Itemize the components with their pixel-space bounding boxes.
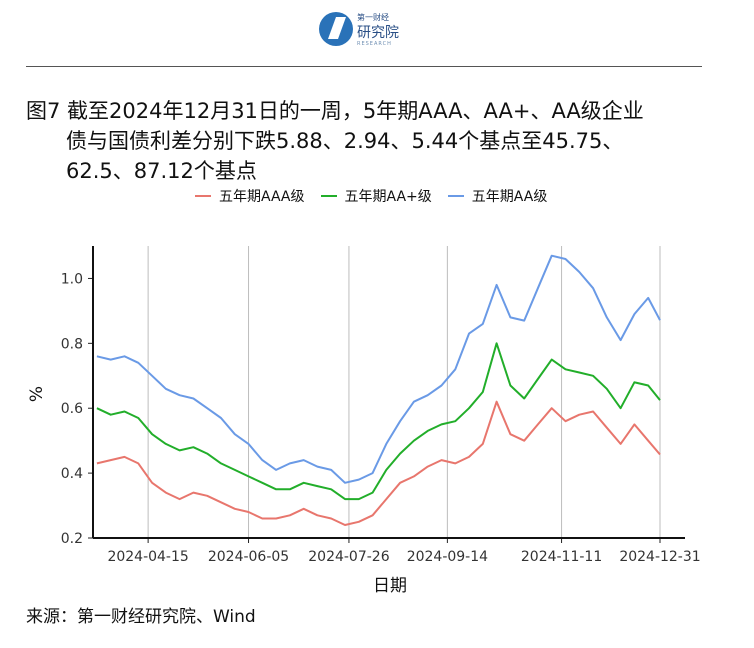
source-note: 来源：第一财经研究院、Wind <box>26 607 256 627</box>
logo-tag: 第一财经 <box>357 12 389 22</box>
legend-item-aaa: 五年期AAA级 <box>195 186 305 206</box>
figure-title: 图7 截至2024年12月31日的一周，5年期AAA、AA+、AA级企业 债与国… <box>26 96 716 186</box>
grid-lines <box>147 246 661 538</box>
series-lines <box>96 254 661 526</box>
x-tick-label: 2024-12-31 <box>619 549 700 565</box>
y-tick-label: 0.6 <box>61 401 83 417</box>
logo-subtitle: RESEARCH <box>357 41 392 47</box>
axes: 2024-04-15 2024-06-05 2024-07-26 2024-09-14… <box>61 246 701 565</box>
legend-item-aa: 五年期AA级 <box>447 186 548 206</box>
series-line-aa <box>96 254 661 484</box>
legend-swatch <box>447 195 464 197</box>
series-line-aa-plus <box>96 342 661 501</box>
title-line: 图7 截至2024年12月31日的一周，5年期AAA、AA+、AA级企业 <box>26 99 644 123</box>
brand-logo: 第一财经 研究院 RESEARCH <box>319 12 399 47</box>
x-tick-label: 2024-07-26 <box>308 549 389 565</box>
legend-label: 五年期AA级 <box>471 189 548 205</box>
series-line-aaa <box>96 400 661 526</box>
logo-name: 研究院 <box>357 25 399 41</box>
legend-swatch <box>320 195 337 197</box>
x-axis-title: 日期 <box>373 576 407 596</box>
legend-label: 五年期AA+级 <box>344 189 432 205</box>
legend-swatch <box>195 195 211 197</box>
legend-label: 五年期AAA级 <box>219 189 305 205</box>
legend-item-aa-plus: 五年期AA+级 <box>320 186 432 206</box>
y-tick-label: 0.8 <box>61 336 83 352</box>
header-divider <box>26 66 702 67</box>
x-tick-label: 2024-04-15 <box>107 549 188 565</box>
chart-legend: 五年期AAA级 五年期AA+级 五年期AA级 <box>195 186 547 206</box>
y-tick-label: 0.4 <box>61 466 83 482</box>
x-tick-label: 2024-11-11 <box>521 549 602 565</box>
title-line: 债与国债利差分别下跌5.88、2.94、5.44个基点至45.75、 <box>66 129 624 153</box>
x-tick-label: 2024-09-14 <box>407 549 488 565</box>
x-tick-label: 2024-06-05 <box>208 549 289 565</box>
y-axis-title: % <box>27 386 47 402</box>
y-tick-label: 0.2 <box>61 531 83 547</box>
title-line: 62.5、87.12个基点 <box>66 159 257 183</box>
logo-page-icon <box>328 17 346 39</box>
line-chart: 2024-04-15 2024-06-05 2024-07-26 2024-09-14… <box>27 246 701 596</box>
y-tick-label: 1.0 <box>61 271 83 287</box>
